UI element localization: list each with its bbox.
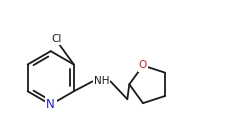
Text: O: O <box>139 60 147 70</box>
Text: Cl: Cl <box>52 34 62 44</box>
Text: NH: NH <box>94 76 109 86</box>
Text: N: N <box>46 98 55 111</box>
